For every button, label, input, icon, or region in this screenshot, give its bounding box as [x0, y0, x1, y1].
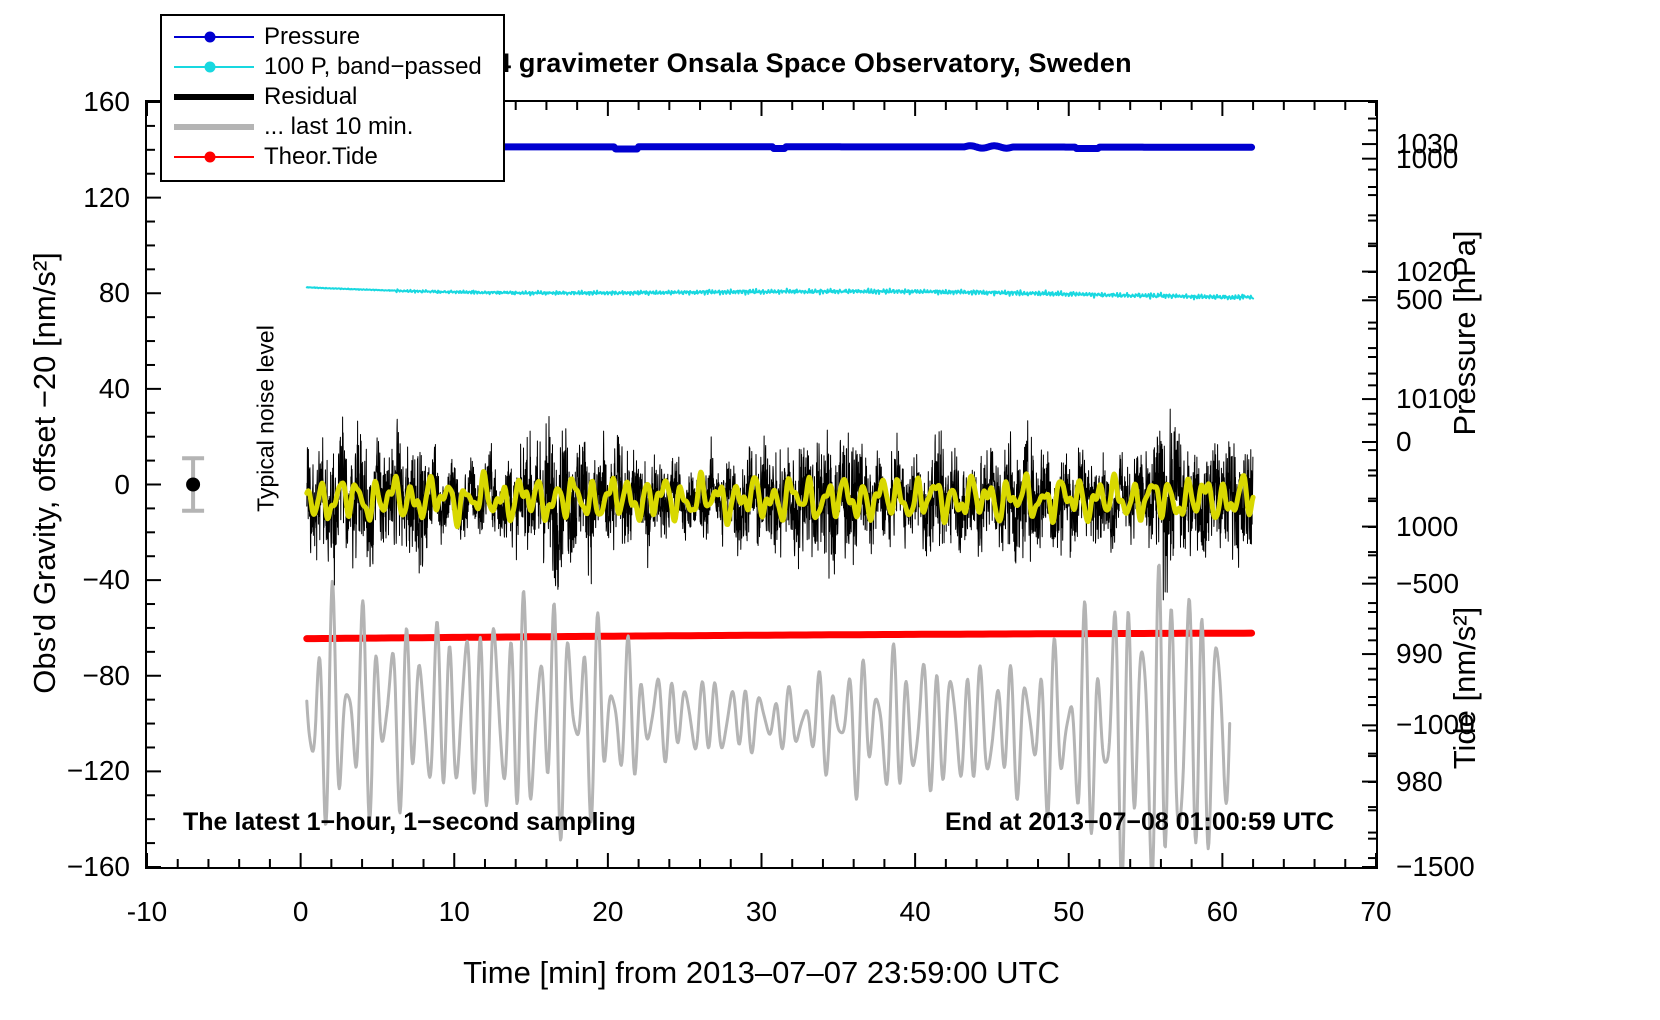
series-theor-tide: [303, 629, 1256, 643]
series-band-passed: [305, 286, 1255, 301]
y-tick-label: −40: [82, 564, 131, 596]
legend: Pressure 100 P, band−passed Residual ... la…: [160, 14, 505, 182]
x-tick-label: 70: [1360, 896, 1392, 927]
x-tick-label: 30: [745, 896, 778, 927]
y-tick-label: −80: [82, 659, 131, 691]
y2-tick-label: 1030: [1396, 128, 1459, 160]
series-residual: [306, 408, 1254, 601]
series-residual-smoothed: [304, 469, 1256, 530]
x-tick-label: 20: [592, 896, 624, 927]
series-pressure: [496, 142, 1256, 153]
y-tick-label: −160: [66, 851, 130, 882]
y-tick-label: −120: [66, 755, 130, 787]
y3-tick-label: −1000: [1396, 709, 1475, 741]
y3-tick-label: 0: [1396, 426, 1412, 457]
legend-item-label: 100 P, band−passed: [264, 53, 482, 80]
legend-item[interactable]: Pressure: [170, 22, 495, 52]
y3-tick-label: 1000: [1396, 142, 1459, 174]
y-axis-tick-labels: 160 120 80 40 0 −40 −80 −120 −160: [0, 0, 130, 1020]
noise-level-marker: [182, 456, 205, 513]
y2-tick-label: 1000: [1396, 510, 1459, 542]
legend-item-label: Theor.Tide: [264, 143, 378, 170]
legend-swatch-icon: [170, 142, 258, 172]
y2-tick-label: 1020: [1396, 255, 1459, 287]
legend-marker-icon: [204, 31, 216, 43]
legend-swatch-icon: [170, 82, 258, 112]
y-tick-label: 0: [114, 468, 130, 500]
y3-tick-label: −500: [1396, 567, 1460, 599]
legend-marker-icon: [204, 61, 216, 73]
legend-item[interactable]: 100 P, band−passed: [170, 52, 495, 82]
plot-svg: [147, 102, 1376, 867]
legend-item[interactable]: Theor.Tide: [170, 142, 495, 172]
y2-tick-label: 980: [1396, 765, 1443, 797]
x-tick-label: -10: [126, 896, 168, 927]
legend-item[interactable]: Residual: [170, 82, 495, 112]
legend-item-label: Pressure: [264, 23, 361, 50]
noise-level-label: Typical noise level: [252, 325, 279, 512]
y2-tick-label: 990: [1396, 638, 1443, 670]
end-time-note: End at 2013−07−08 01:00:59 UTC: [945, 808, 1335, 836]
page-title: SCG_054 gravimeter Onsala Space Observat…: [391, 48, 1132, 78]
legend-marker-icon: [204, 151, 216, 163]
y2-tick-label: 1010: [1396, 383, 1459, 415]
x-tick-label: 0: [292, 896, 309, 927]
series-last-10-min: [305, 563, 1232, 867]
x-axis-title: Time [min] from 2013–07–07 23:59:00 UTC: [463, 955, 1060, 990]
y2-axis-tick-labels: 1030 1020 1010 1000 990 980: [1396, 0, 1536, 1020]
y3-tick-label: −1500: [1396, 851, 1475, 882]
legend-item-label: Residual: [264, 83, 358, 110]
legend-swatch-icon: [170, 22, 258, 52]
y-tick-label: 120: [83, 181, 130, 213]
legend-item-label: ... last 10 min.: [264, 113, 414, 140]
x-tick-label: 60: [1206, 896, 1238, 927]
y3-axis-tick-labels: 1000 500 0 −500 −1000 −1500: [1396, 0, 1536, 1020]
x-tick-label: 40: [899, 896, 931, 927]
x-tick-label: 50: [1053, 896, 1085, 927]
plot-area: [145, 100, 1378, 869]
x-axis-tick-labels: -10 0 10 20 30 40 50 60 70: [0, 896, 1660, 936]
y-tick-label: 40: [98, 372, 130, 404]
x-tick-label: 10: [438, 896, 470, 927]
y-tick-label: 160: [83, 86, 130, 117]
sampling-note: The latest 1−hour, 1−second sampling: [183, 808, 636, 836]
legend-swatch-icon: [170, 52, 258, 82]
y-tick-label: 80: [98, 277, 130, 309]
y3-tick-label: 500: [1396, 284, 1443, 316]
legend-swatch-icon: [170, 112, 258, 142]
legend-item[interactable]: ... last 10 min.: [170, 112, 495, 142]
